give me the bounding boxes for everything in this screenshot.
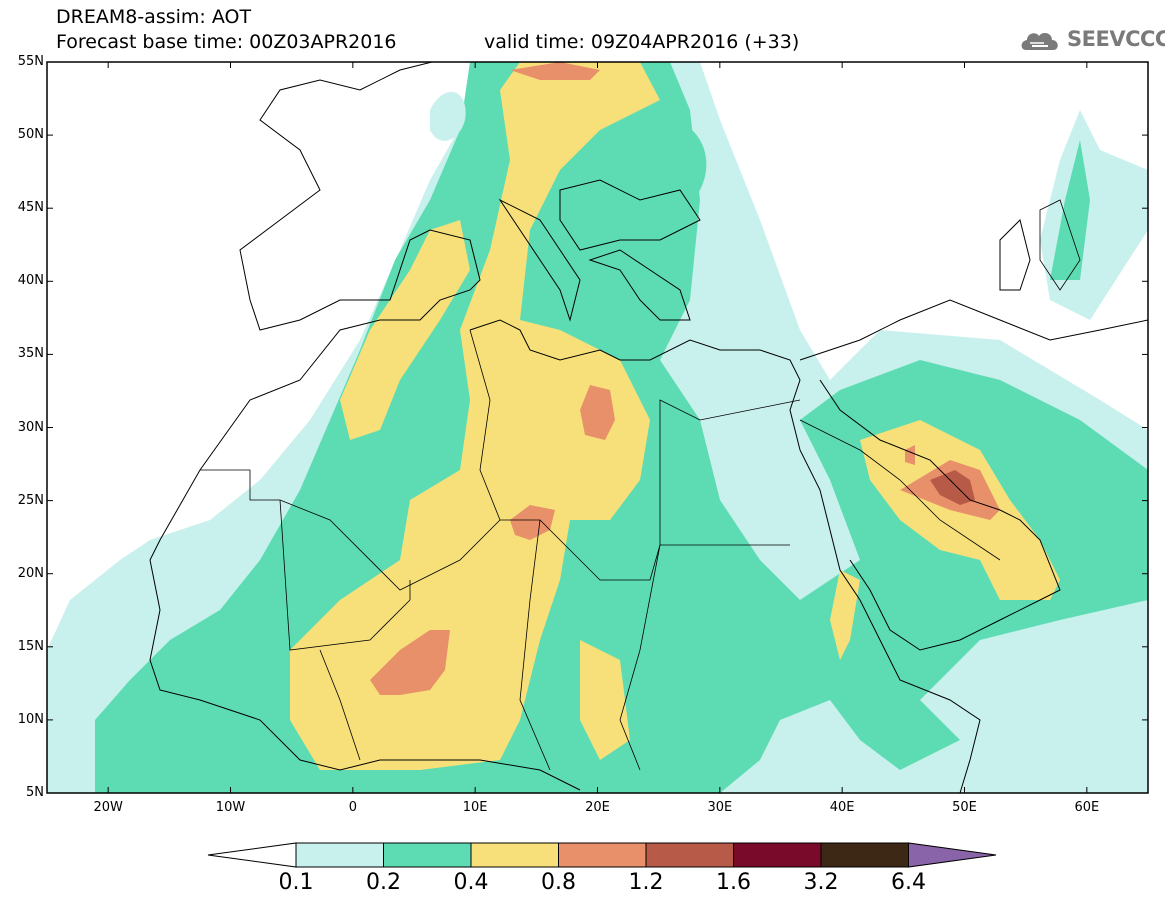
map-title: DREAM8-assim: AOT	[56, 6, 252, 28]
colorbar	[207, 842, 997, 868]
lat-label: 15N	[17, 638, 44, 654]
logo-text: SEEVCCC	[1067, 27, 1165, 51]
aot-layer-1-2	[930, 470, 975, 505]
colorbar-label: 0.8	[541, 870, 576, 895]
colorbar-segment	[470, 842, 559, 868]
cloud-icon	[1021, 32, 1058, 50]
lon-label: 30E	[707, 800, 733, 815]
lat-label: 40N	[17, 273, 44, 289]
lat-label: 50N	[17, 127, 44, 143]
colorbar-label: 0.4	[453, 870, 489, 895]
lon-label: 20E	[585, 800, 610, 815]
lon-label: 60E	[1074, 800, 1100, 815]
lon-label: 50E	[952, 800, 977, 815]
colorbar-segment	[295, 842, 384, 868]
valid-time: valid time: 09Z04APR2016 (+33)	[484, 31, 800, 53]
lat-label: 25N	[17, 492, 44, 508]
colorbar-under-arrow	[207, 842, 297, 868]
lat-label: 5N	[26, 785, 44, 800]
forecast-base-time: Forecast base time: 00Z03APR2016	[56, 31, 397, 53]
lat-label: 45N	[17, 200, 44, 216]
colorbar-label: 6.4	[891, 870, 926, 895]
axis-ticks	[47, 61, 1148, 794]
colorbar-segment	[558, 842, 647, 868]
lat-label: 30N	[17, 419, 44, 435]
colorbar-label: 0.1	[278, 870, 314, 895]
lat-label: 20N	[17, 565, 44, 581]
lon-label: 10W	[215, 800, 246, 815]
colorbar-segment	[383, 842, 472, 868]
colorbar-segment	[733, 842, 822, 868]
colorbar-label: 1.6	[716, 870, 751, 895]
lat-label: 35N	[17, 346, 44, 362]
lon-label: 20W	[93, 800, 123, 815]
colorbar-segment	[820, 842, 909, 868]
colorbar-over-arrow	[908, 842, 997, 868]
lat-label: 55N	[17, 54, 44, 69]
lat-label: 10N	[17, 711, 44, 727]
lon-label: 0	[348, 800, 357, 815]
colorbar-segment	[645, 842, 734, 868]
colorbar-label: 3.2	[803, 870, 839, 895]
lon-label: 40E	[829, 800, 855, 815]
lon-label: 10E	[462, 800, 488, 815]
colorbar-label: 1.2	[628, 870, 664, 895]
colorbar-label: 0.2	[366, 870, 401, 895]
country-borders	[200, 199, 1081, 771]
coastlines	[149, 62, 1148, 793]
